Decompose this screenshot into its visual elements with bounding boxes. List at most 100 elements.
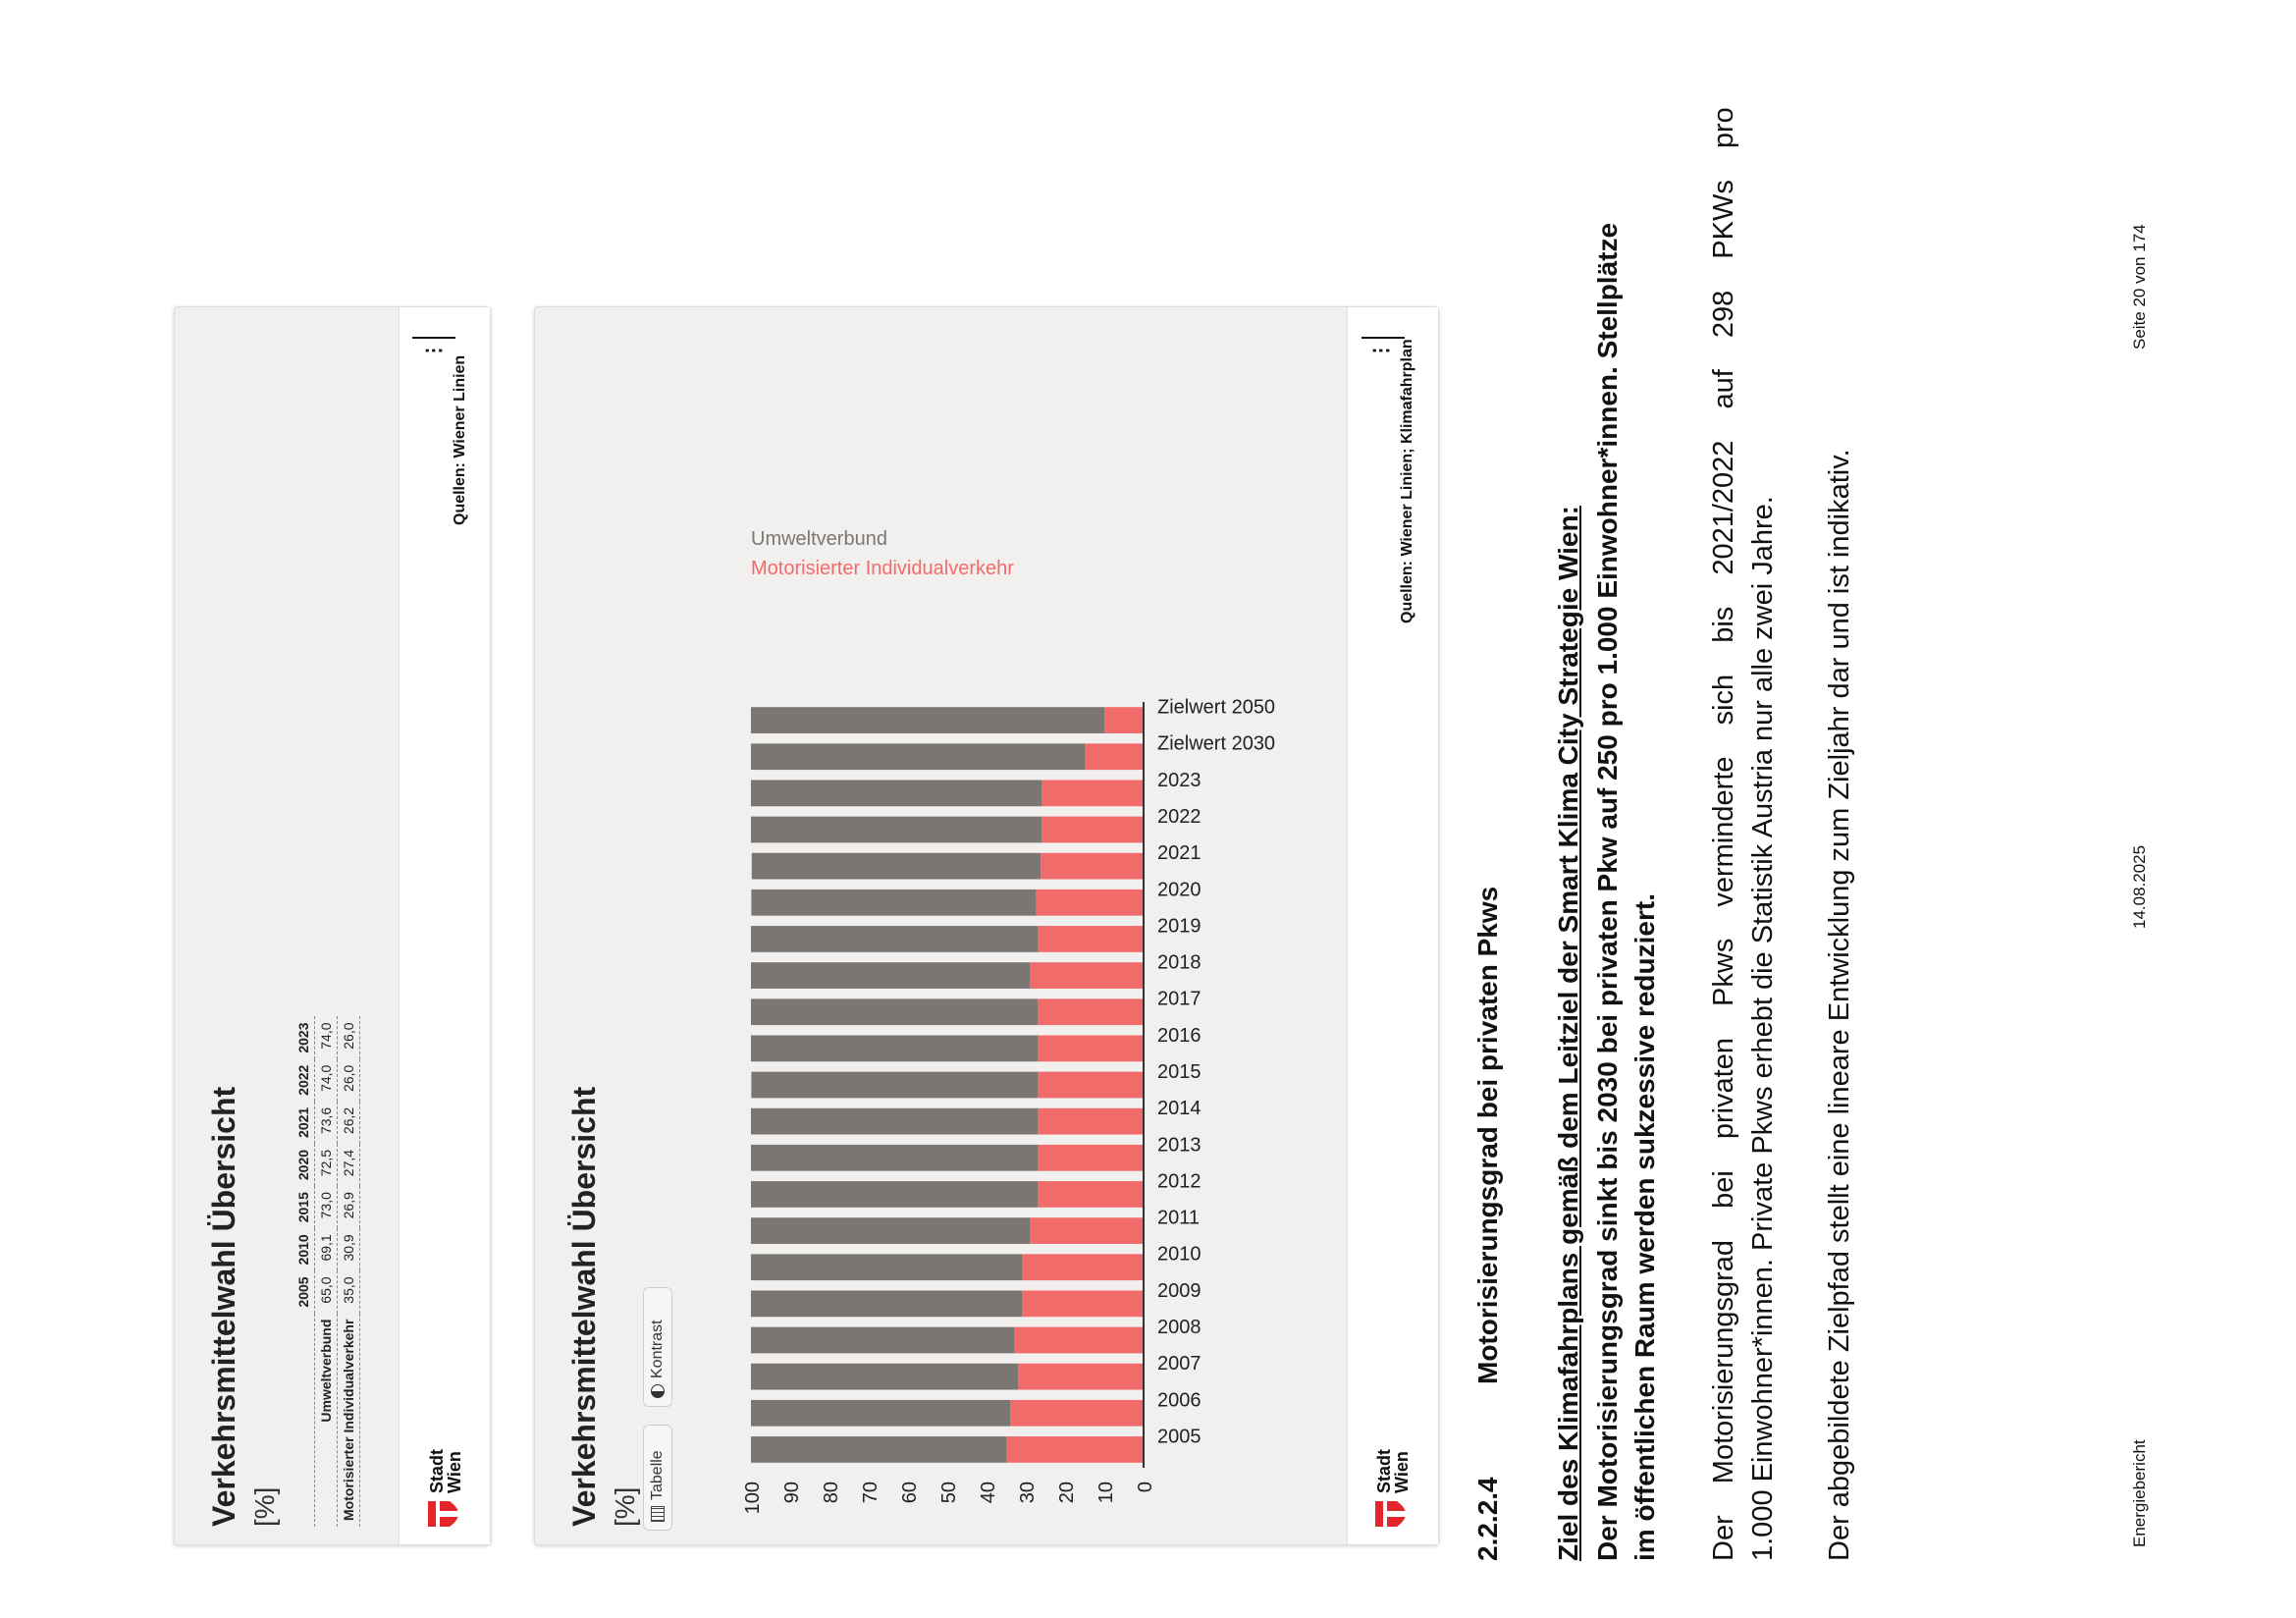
data-table: 2005 2010 2015 2020 2021 2022 2023 Umweltverbun… [293,1016,360,1527]
table-cell: 27,4 [337,1143,360,1187]
y-tick-label: 50 [938,1482,960,1503]
stadt-wien-logo: Stadt Wien [1374,1449,1412,1527]
table-cell: 73,6 [314,1101,338,1144]
source-label: Quellen: Wiener Linien [452,354,468,525]
footer-left: Energiebericht [2130,1439,2149,1547]
card-footer-strip [1347,307,1438,1544]
table-header-empty [293,1313,315,1527]
y-tick-label: 60 [899,1482,921,1503]
section-title: Motorisierungsgrad bei privaten Pkws [1472,886,1503,1384]
x-tick-label: 2009 [1157,1280,1201,1302]
bar-segment-mit [1038,1181,1144,1208]
overview-table-card: Verkehrsmittelwahl Übersicht [%] 2005 201… [174,306,491,1545]
source-label: Quellen: Wiener Linien; Klimafahrplan [1399,339,1415,623]
more-options-icon[interactable]: ⋮ [1370,337,1392,360]
bar-segment-umwelt [751,1181,1038,1208]
bar-segment-umwelt [751,780,1041,807]
contrast-button-label: Kontrast [649,1320,666,1378]
x-tick-label: Zielwert 2030 [1157,733,1275,755]
bar-segment-umwelt [751,1144,1038,1171]
card-title: Verkehrsmittelwahl Übersicht [566,1086,602,1527]
y-tick-label: 10 [1095,1482,1117,1503]
table-cell: 72,5 [314,1143,338,1187]
bar-segment-umwelt [751,998,1038,1026]
bar-segment-umwelt [751,1363,1018,1390]
contrast-icon [651,1384,665,1398]
legend-entry-umwelt: Umweltverbund [751,528,887,550]
bar-segment-umwelt [751,1035,1038,1062]
bar-segment-umwelt [751,962,1030,989]
bar-segment-umwelt [751,1217,1030,1244]
section-number: 2.2.2.4 [1472,1477,1503,1561]
logo-line-2: Wien [1392,1451,1412,1493]
x-tick-label: 2007 [1157,1353,1201,1375]
bar-segment-mit [1036,889,1144,916]
table-row-label: Umweltverbund [314,1313,338,1527]
logo-line-2: Wien [445,1451,464,1493]
table-cell: 26,0 [337,1016,360,1059]
x-tick-label: 2023 [1157,770,1201,791]
stacked-bar-chart: 0 10 20 30 40 50 60 70 80 90 100 2005 2006 2007 2008 20… [742,528,1275,1514]
bar-segment-umwelt [751,1436,1006,1463]
bar-segment-mit [1022,1254,1144,1281]
bar-segment-umwelt [751,1326,1014,1354]
table-button-label: Tabelle [649,1450,666,1500]
footer-page: Seite 20 von 174 [2130,224,2149,350]
x-tick-label: 2022 [1157,806,1201,828]
table-header-year: 2020 [293,1143,315,1187]
y-tick-label: 70 [860,1482,881,1503]
paragraph-1-line-1: Der Motorisierungsgrad bei privaten Pkws… [1708,107,1739,1561]
table-cell: 26,2 [337,1101,360,1144]
y-tick-label: 100 [742,1482,764,1514]
bar-segment-umwelt [751,1071,1039,1099]
x-tick-label: 2011 [1157,1208,1200,1229]
stadt-wien-logo: Stadt Wien [427,1449,464,1527]
footer-date: 14.08.2025 [2130,844,2149,929]
table-cell: 35,0 [337,1270,360,1314]
table-header-year: 2010 [293,1228,315,1271]
bar-segment-mit [1006,1436,1144,1463]
separator-line [1362,337,1405,339]
bar-segment-umwelt [751,1107,1038,1135]
table-row: Motorisierter Individualverkehr 35,0 30,9 2… [337,1016,360,1527]
paragraph-1-line-2: 1.000 Einwohner*innen. Private Pkws erhe… [1747,496,1779,1561]
bar-segment-umwelt [751,707,1104,733]
legend-entry-mit: Motorisierter Individualverkehr [751,558,1014,579]
bar-segment-mit [1022,1290,1144,1318]
bar-segment-umwelt [751,743,1085,771]
bar-segment-umwelt [751,889,1037,916]
x-tick-label: 2008 [1157,1317,1201,1338]
x-tick-label: 2015 [1157,1061,1201,1083]
table-header-year: 2005 [293,1270,315,1314]
table-cell: 69,1 [314,1228,338,1271]
bar-segment-mit [1038,1107,1144,1135]
card-footer-strip [399,307,490,1544]
contrast-button[interactable]: Kontrast [643,1287,672,1407]
x-tick-label: 2014 [1157,1098,1201,1119]
overview-chart-card: Verkehrsmittelwahl Übersicht [%] Tabelle… [534,306,1439,1545]
y-tick-label: 30 [1017,1482,1039,1503]
table-button[interactable]: Tabelle [643,1425,672,1531]
x-tick-label: Zielwert 2050 [1157,697,1275,719]
unit-label: [%] [610,1486,640,1527]
table-header-year: 2022 [293,1058,315,1102]
bar-segment-mit [1018,1363,1144,1390]
bar-segment-umwelt [751,1399,1010,1427]
table-row-label: Motorisierter Individualverkehr [337,1313,360,1527]
y-tick-label: 40 [978,1482,999,1503]
x-tick-label: 2018 [1157,952,1201,974]
table-cell: 30,9 [337,1228,360,1271]
table-icon [651,1506,665,1522]
bar-segment-umwelt [751,852,1041,880]
bar-segment-mit [1104,707,1144,733]
x-tick-label: 2006 [1157,1389,1201,1411]
goal-line-2: im öffentlichen Raum werden sukzessive r… [1629,893,1660,1561]
x-tick-label: 2010 [1157,1244,1201,1266]
table-row: Umweltverbund 65,0 69,1 73,0 72,5 73,6 74,0 74,… [314,1016,338,1527]
table-cell: 26,0 [337,1058,360,1102]
bar-segment-mit [1038,926,1144,952]
more-options-icon[interactable]: ⋮ [423,337,445,360]
bar-segment-mit [1030,1217,1144,1244]
table-cell: 26,9 [337,1186,360,1229]
y-tick-label: 0 [1135,1482,1156,1492]
